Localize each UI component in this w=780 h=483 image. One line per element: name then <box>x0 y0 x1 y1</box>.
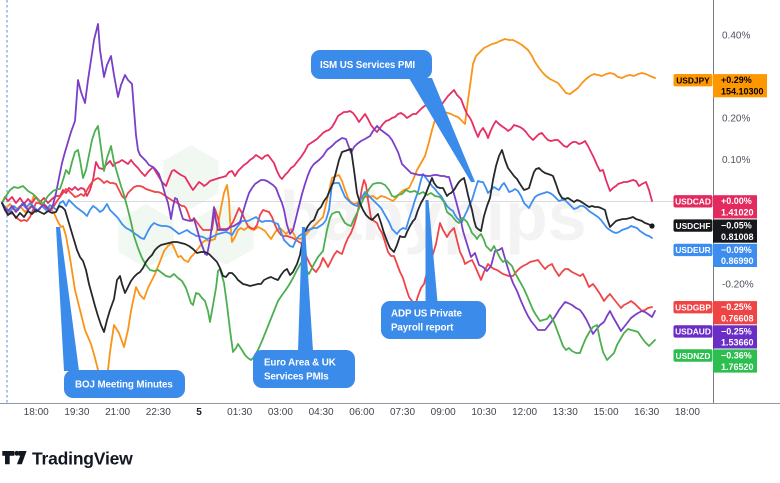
svg-text:06:00: 06:00 <box>349 407 374 418</box>
svg-text:1.76520: 1.76520 <box>721 362 754 372</box>
svg-text:1.53660: 1.53660 <box>721 338 754 348</box>
svg-text:BOJ Meeting Minutes: BOJ Meeting Minutes <box>75 380 173 391</box>
svg-text:USDAUD: USDAUD <box>675 327 711 337</box>
svg-text:03:00: 03:00 <box>268 407 293 418</box>
svg-text:0.20%: 0.20% <box>722 114 750 125</box>
svg-text:USDCAD: USDCAD <box>675 197 711 207</box>
svg-text:TradingView: TradingView <box>32 449 133 469</box>
svg-text:13:30: 13:30 <box>553 407 578 418</box>
svg-text:22:30: 22:30 <box>146 407 171 418</box>
svg-text:18:00: 18:00 <box>24 407 49 418</box>
svg-text:Payroll report: Payroll report <box>391 323 454 334</box>
svg-text:USDGBP: USDGBP <box>675 303 711 313</box>
svg-text:babypips: babypips <box>279 177 586 255</box>
svg-text:-0.20%: -0.20% <box>722 280 754 291</box>
svg-text:−0.05%: −0.05% <box>721 221 752 231</box>
svg-text:16:30: 16:30 <box>634 407 659 418</box>
svg-text:15:00: 15:00 <box>593 407 618 418</box>
svg-text:ISM US Services PMI: ISM US Services PMI <box>320 60 415 71</box>
svg-text:−0.25%: −0.25% <box>721 326 752 336</box>
svg-text:01:30: 01:30 <box>227 407 252 418</box>
svg-text:+0.00%: +0.00% <box>721 196 752 206</box>
svg-text:19:30: 19:30 <box>64 407 89 418</box>
svg-text:USDJPY: USDJPY <box>676 76 710 86</box>
svg-text:+0.29%: +0.29% <box>721 75 752 85</box>
svg-text:12:00: 12:00 <box>512 407 537 418</box>
svg-text:21:00: 21:00 <box>105 407 130 418</box>
svg-text:0.86990: 0.86990 <box>721 256 754 266</box>
svg-text:0.10%: 0.10% <box>722 155 750 166</box>
svg-text:−0.09%: −0.09% <box>721 245 752 255</box>
svg-text:ADP US Private: ADP US Private <box>391 309 462 320</box>
svg-text:0.76608: 0.76608 <box>721 314 754 324</box>
svg-text:0.81008: 0.81008 <box>721 232 754 242</box>
svg-text:09:00: 09:00 <box>431 407 456 418</box>
svg-text:1.41020: 1.41020 <box>721 208 754 218</box>
svg-text:USDNZD: USDNZD <box>676 351 711 361</box>
svg-text:0.40%: 0.40% <box>722 31 750 42</box>
svg-text:USDCHF: USDCHF <box>676 221 711 231</box>
svg-text:Services PMIs: Services PMIs <box>264 372 329 383</box>
svg-text:07:30: 07:30 <box>390 407 415 418</box>
svg-text:USDEUR: USDEUR <box>675 245 710 255</box>
svg-text:154.10300: 154.10300 <box>721 87 764 97</box>
svg-text:5: 5 <box>196 407 202 418</box>
svg-text:04:30: 04:30 <box>309 407 334 418</box>
svg-text:18:00: 18:00 <box>675 407 700 418</box>
svg-text:Euro Area & UK: Euro Area & UK <box>264 358 336 369</box>
svg-text:10:30: 10:30 <box>471 407 496 418</box>
svg-text:−0.25%: −0.25% <box>721 302 752 312</box>
svg-text:−0.36%: −0.36% <box>721 350 752 360</box>
